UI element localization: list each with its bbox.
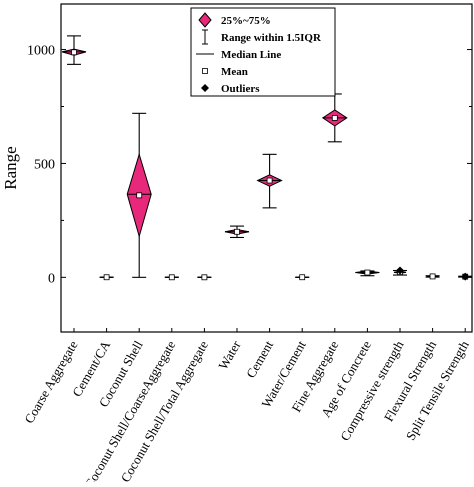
mean-marker [104, 275, 109, 280]
mean-marker [430, 274, 435, 279]
box-item [323, 94, 347, 142]
mean-marker [169, 275, 174, 280]
legend: 25%~75% Range within 1.5IQR Median Line Mea… [191, 8, 335, 96]
box-item [127, 113, 151, 277]
legend-label: Mean [221, 66, 248, 78]
box-item [295, 275, 309, 280]
box-item [197, 275, 211, 280]
category-label: Coarse Aggregate [21, 338, 80, 426]
mean-marker [137, 193, 142, 198]
legend-label: Range within 1.5IQR [221, 32, 322, 44]
category-label: Cement [243, 338, 276, 381]
box-item [100, 275, 114, 280]
mean-marker [365, 270, 370, 275]
legend-label: 25%~75% [221, 15, 271, 27]
y-tick-label: 1000 [27, 44, 55, 59]
mean-marker [267, 178, 272, 183]
legend-label: Outliers [221, 83, 260, 95]
box-item [426, 274, 440, 279]
mean-marker [72, 50, 77, 55]
box-item [355, 270, 379, 276]
category-label: Water [215, 337, 244, 372]
box-item [165, 275, 179, 280]
legend-square-icon [203, 69, 208, 74]
mean-marker [202, 275, 207, 280]
y-tick-label: 0 [48, 271, 55, 286]
mean-marker [300, 275, 305, 280]
box-item [225, 226, 249, 237]
legend-label: Median Line [221, 49, 281, 61]
y-tick-label: 500 [34, 157, 55, 172]
y-axis-label: Range [1, 146, 20, 189]
mean-marker [332, 115, 337, 120]
box-item [62, 36, 86, 64]
mean-marker [235, 229, 240, 234]
box-item [258, 154, 282, 208]
